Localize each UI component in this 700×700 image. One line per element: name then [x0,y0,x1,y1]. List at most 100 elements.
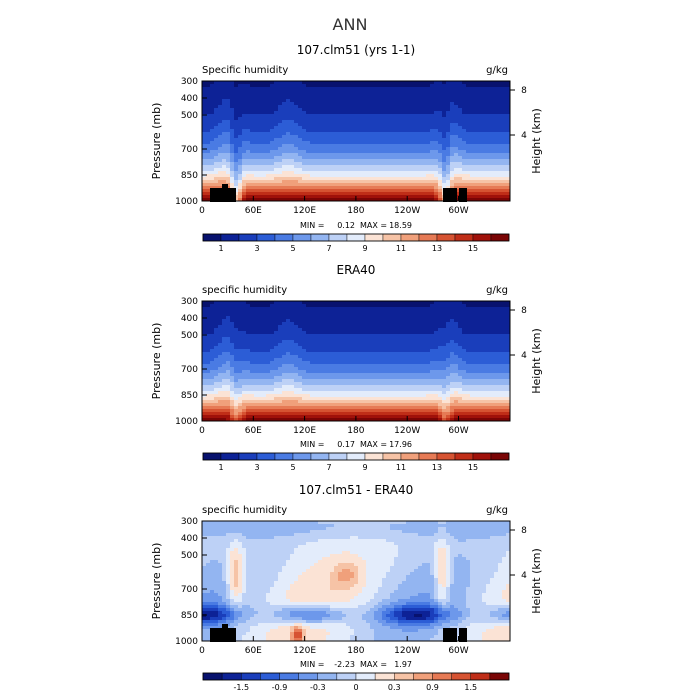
contour-cell [278,337,283,341]
contour-cell [242,370,247,374]
contour-cell [250,304,255,308]
contour-cell [294,355,299,359]
contour-cell [470,99,475,103]
contour-cell [366,117,371,121]
contour-cell [350,99,355,103]
contour-cell [350,370,355,374]
contour-cell [366,198,371,202]
contour-cell [470,84,475,88]
contour-cell [378,198,383,202]
contour-cell [442,328,447,332]
contour-cell [346,108,351,112]
contour-cell [502,186,507,190]
contour-cell [438,168,443,172]
contour-cell [454,355,459,359]
contour-cell [250,319,255,323]
contour-cell [382,183,387,187]
contour-cell [354,325,359,329]
contour-cell [382,301,387,305]
contour-cell [506,195,511,199]
panel-subtitle-left: Specific humidity [202,65,288,76]
contour-cell [414,331,419,335]
contour-cell [366,84,371,88]
contour-cell [242,334,247,338]
contour-cell [486,129,491,133]
contour-cell [386,337,391,341]
contour-cell [302,186,307,190]
contour-cell [310,132,315,136]
contour-cell [474,186,479,190]
contour-cell [334,180,339,184]
contour-cell [258,198,263,202]
contour-cell [338,174,343,178]
contour-cell [498,358,503,362]
contour-cell [302,361,307,365]
contour-cell [434,171,439,175]
contour-cell [406,156,411,160]
contour-cell [282,316,287,320]
contour-cell [218,301,223,305]
contour-cell [230,99,235,103]
colorbar: 1 3 5 7 9 11 13 15 [202,233,510,253]
contour-cell [294,361,299,365]
colorbar-swatch [400,233,420,242]
contour-cell [374,96,379,100]
contour-cell [318,129,323,133]
contour-cell [202,364,207,368]
contour-cell [410,177,415,181]
contour-cell [322,114,327,118]
contour-cell [206,153,211,157]
contour-cell [374,322,379,326]
contour-cell [238,120,243,124]
contour-cell [214,313,219,317]
contour-cell [346,328,351,332]
contour-cell [366,328,371,332]
contour-cell [458,343,463,347]
contour-cell [242,349,247,353]
contour-cell [354,123,359,127]
contour-cell [262,349,267,353]
contour-cell [410,162,415,166]
contour-cell [494,105,499,109]
contour-cell [314,108,319,112]
contour-cell [390,117,395,121]
contour-cell [322,325,327,329]
contour-cell [242,171,247,175]
contour-cell [446,123,451,127]
contour-cell [506,102,511,106]
contour-cell [494,138,499,142]
contour-cell [250,301,255,305]
contour-cell [202,343,207,347]
contour-cell [226,138,231,142]
contour-cell [270,370,275,374]
contour-cell [298,331,303,335]
contour-cell [418,183,423,187]
contour-cell [298,99,303,103]
contour-cell [442,310,447,314]
contour-cell [282,355,287,359]
contour-cell [354,192,359,196]
contour-cell [462,358,467,362]
contour-cell [306,313,311,317]
contour-cell [318,334,323,338]
contour-cell [354,90,359,94]
contour-cell [262,331,267,335]
contour-cell [234,81,239,85]
contour-cell [486,331,491,335]
contour-cell [422,343,427,347]
contour-cell [238,165,243,169]
contour-cell [474,147,479,151]
contour-cell [290,114,295,118]
contour-cell [470,141,475,145]
contour-cell [362,174,367,178]
contour-cell [230,120,235,124]
contour-cell [290,186,295,190]
contour-cell [270,349,275,353]
contour-cell [494,153,499,157]
contour-cell [302,153,307,157]
contour-cell [366,174,371,178]
contour-cell [410,120,415,124]
contour-cell [494,337,499,341]
contour-cell [382,111,387,115]
contour-cell [426,304,431,308]
